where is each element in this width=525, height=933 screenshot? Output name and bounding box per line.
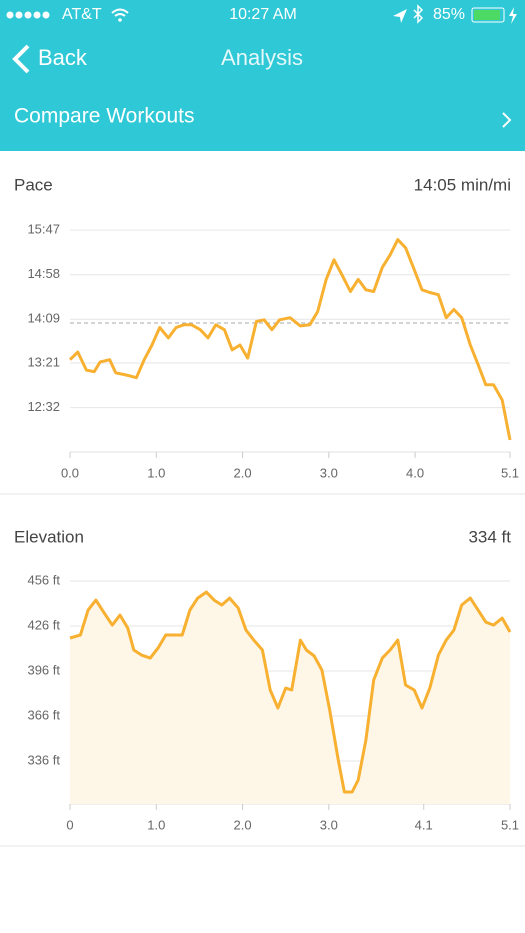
area [70, 592, 510, 804]
battery-level [474, 10, 500, 20]
y-tick-label: 426 ft [27, 617, 60, 632]
x-tick-label: 4.0 [406, 465, 424, 480]
battery-outline [471, 7, 505, 23]
charging-icon [509, 7, 517, 24]
x-tick-label: 3.0 [320, 465, 338, 480]
y-tick-label: 366 ft [27, 707, 60, 722]
header-background [0, 0, 525, 151]
line [69, 590, 512, 794]
y-tick-label: 15:47 [27, 222, 60, 237]
x-tick-label: 4.1 [415, 817, 433, 832]
location-icon [393, 9, 407, 23]
compare-chevron[interactable] [502, 112, 512, 128]
x-tick-label: 1.0 [147, 465, 165, 480]
clock: 10:27 AM [229, 6, 297, 23]
battery-percent: 85% [433, 6, 465, 23]
y-tick-label: 336 ft [27, 752, 60, 767]
x-tick-label: 1.0 [147, 817, 165, 832]
bluetooth-icon [413, 4, 424, 24]
x-tick-label: 2.0 [234, 465, 252, 480]
signal-dots [6, 11, 50, 19]
x-tick-label: 2.0 [234, 817, 252, 832]
x-tick-label: 0.0 [61, 465, 79, 480]
wifi-dot [118, 18, 122, 22]
y-tick-label: 13:21 [27, 354, 60, 369]
back-chevron[interactable] [12, 44, 30, 74]
x-tick-label: 0 [66, 817, 73, 832]
carrier: AT&T [62, 6, 102, 23]
y-tick-label: 12:32 [27, 399, 60, 414]
y-tick-label: 456 ft [27, 572, 60, 587]
x-tick-label: 3.0 [320, 817, 338, 832]
chart-summary: 14:05 min/mi [414, 175, 511, 194]
y-tick-label: 14:58 [27, 266, 60, 281]
wifi-icon [111, 8, 129, 17]
y-tick-label: 14:09 [27, 311, 60, 326]
chart-title: Pace [14, 175, 53, 194]
y-tick-label: 396 ft [27, 662, 60, 677]
chart-summary: 334 ft [468, 527, 511, 546]
x-tick-label: 5.1 [501, 465, 519, 480]
x-tick-label: 5.1 [501, 817, 519, 832]
nav-title: Analysis [221, 45, 303, 70]
compare-workouts[interactable]: Compare Workouts [14, 105, 195, 128]
back-button[interactable]: Back [38, 45, 88, 70]
line [68, 238, 512, 441]
chart-title: Elevation [14, 527, 84, 546]
